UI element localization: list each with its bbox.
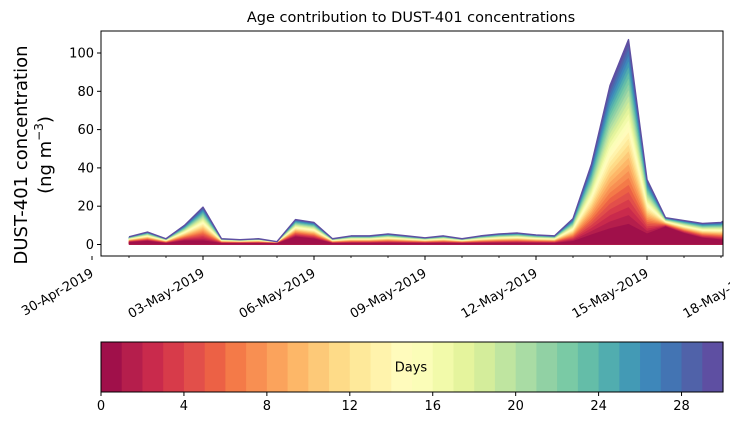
x-tick-label: 03-May-2019 [126, 266, 208, 322]
x-tick-label: 06-May-2019 [237, 266, 319, 322]
colorbar-cell [183, 342, 206, 392]
y-tick-label: 100 [69, 47, 94, 62]
colorbar-cell [494, 342, 517, 392]
colorbar-cell [121, 342, 144, 392]
colorbar-cell [536, 342, 558, 392]
colorbar-frame [100, 341, 724, 393]
colorbar-ticks: 0 4 8 12 16 20 24 28 [97, 392, 690, 414]
colorbar-tick-label: 0 [97, 399, 105, 414]
colorbar-cell [287, 342, 309, 392]
y-tick-label: 0 [86, 238, 94, 253]
x-tick-label: 12-May-2019 [459, 266, 541, 322]
colorbar-cell [702, 342, 724, 392]
colorbar-cell [453, 342, 475, 392]
colorbar-tick-label: 16 [424, 399, 441, 414]
colorbar-cell [370, 342, 392, 392]
colorbar-cell [308, 342, 330, 392]
x-tick-label: 15-May-2019 [570, 266, 652, 322]
colorbar-cell [225, 342, 247, 392]
colorbar-cell [204, 342, 226, 392]
y-tick-label: 40 [77, 161, 94, 176]
colorbar-cell [640, 342, 662, 392]
colorbar-cell [557, 342, 579, 392]
colorbar-cell [660, 342, 683, 392]
x-tick-label: 30-Apr-2019 [19, 266, 96, 319]
colorbar-tick-label: 24 [590, 399, 607, 414]
colorbar-cell [432, 342, 455, 392]
colorbar-cell [142, 342, 164, 392]
y-tick-label: 80 [77, 85, 94, 100]
colorbar-cell [246, 342, 268, 392]
colorbar [101, 342, 724, 392]
colorbar-cell [474, 342, 496, 392]
colorbar-cell [681, 342, 703, 392]
colorbar-cell [515, 342, 537, 392]
chart-title: Age contribution to DUST-401 concentrati… [247, 10, 575, 26]
colorbar-tick-label: 8 [263, 399, 271, 414]
x-axis-ticks: 30-Apr-2019 03-May-2019 06-May-2019 09-May-… [19, 256, 730, 322]
y-axis-label-line-2: (ng m−3) [32, 116, 57, 194]
colorbar-tick-label: 28 [673, 399, 690, 414]
colorbar-cell [577, 342, 600, 392]
x-tick-label: 09-May-2019 [348, 266, 430, 322]
total-outline [128, 38, 723, 243]
colorbar-cell [163, 342, 185, 392]
y-axis-label: DUST-401 concentration (ng m−3) [11, 45, 56, 264]
colorbar-cell [391, 342, 413, 392]
age-layer-1 [128, 223, 723, 245]
x-tick-label: 18-May-2019 [681, 266, 730, 322]
colorbar-cell [101, 342, 123, 392]
y-axis-ticks: 0 20 40 60 80 100 [69, 47, 101, 253]
y-tick-label: 60 [77, 123, 94, 138]
colorbar-tick-label: 12 [342, 399, 359, 414]
y-tick-label: 20 [77, 200, 94, 215]
colorbar-cell [412, 342, 434, 392]
stacked-area-layers [128, 38, 723, 245]
y-axis-label-line-1: DUST-401 concentration [11, 45, 32, 264]
colorbar-cell [329, 342, 351, 392]
colorbar-tick-label: 4 [180, 399, 188, 414]
colorbar-label: Days [395, 361, 428, 376]
colorbar-cell [349, 342, 372, 392]
plot-frame [100, 30, 724, 257]
colorbar-cell [619, 342, 641, 392]
colorbar-tick-label: 20 [507, 399, 524, 414]
colorbar-cell [598, 342, 620, 392]
total-line [128, 38, 723, 243]
colorbar-cell [266, 342, 289, 392]
